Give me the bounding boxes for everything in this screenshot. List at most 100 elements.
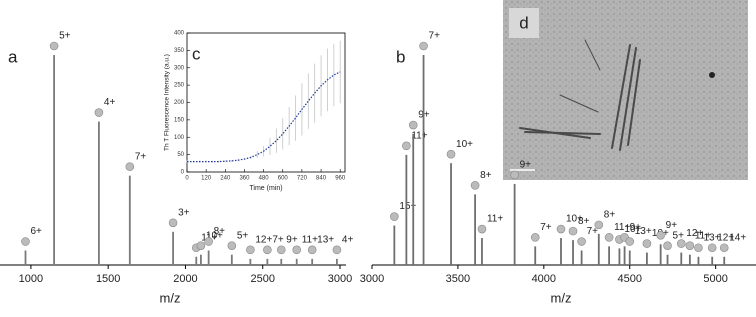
cluster-icon — [656, 230, 665, 240]
cluster-icon — [604, 233, 614, 242]
peak-label: 4+ — [342, 234, 354, 245]
cluster-icon — [568, 226, 578, 236]
cluster-icon — [332, 245, 342, 255]
peak-label: 5+ — [59, 31, 71, 42]
peak — [311, 258, 314, 265]
peak — [230, 254, 233, 265]
y-tick-label: 250 — [174, 83, 185, 89]
peak-label: 12+ — [255, 234, 272, 245]
cluster-icon — [196, 241, 206, 250]
peak — [450, 163, 452, 265]
peak-label: 8+ — [480, 170, 492, 181]
y-tick-label: 150 — [174, 117, 185, 123]
peak-label: 11+ — [302, 234, 318, 245]
x-tick-label: 3000 — [360, 273, 384, 285]
x-tick-label: 1000 — [19, 273, 43, 285]
peak — [608, 246, 611, 265]
peak — [618, 248, 621, 265]
cluster-icon — [21, 237, 30, 246]
peak-label: 7+ — [135, 151, 147, 162]
x-tick-label: 480 — [259, 176, 270, 182]
peak — [572, 240, 574, 265]
x-tick-label: 240 — [220, 176, 231, 182]
peak — [393, 225, 396, 265]
x-axis-label: m/z — [160, 290, 181, 305]
peak-label: 4+ — [104, 97, 116, 108]
cluster-icon — [556, 224, 566, 234]
peak — [474, 194, 476, 265]
cluster-icon — [307, 245, 317, 255]
peak — [513, 183, 516, 265]
peak-label: 7+ — [429, 31, 441, 42]
particle — [709, 72, 715, 78]
peak-label: 11+ — [487, 214, 503, 225]
peak-label: 8+ — [578, 216, 590, 227]
peak-label: 12+ — [686, 228, 703, 239]
cluster-icon — [292, 245, 302, 255]
peak — [534, 246, 537, 265]
cluster-icon — [263, 245, 272, 255]
y-tick-label: 350 — [174, 48, 185, 54]
peak-label: 9+ — [666, 220, 678, 231]
panel-label: d — [519, 13, 528, 32]
x-axis-label: Time (min) — [249, 185, 282, 192]
peak — [200, 254, 202, 265]
cluster-icon — [125, 162, 135, 171]
peak-label: 13+ — [317, 234, 334, 245]
peak-label: 7+ — [540, 222, 552, 233]
peak-label: 9+ — [630, 222, 642, 233]
y-tick-label: 400 — [174, 31, 185, 37]
cluster-icon — [510, 170, 519, 180]
cluster-icon — [719, 243, 729, 253]
peak-label: 11+ — [614, 222, 630, 233]
peak — [266, 258, 269, 265]
peak-label: 3+ — [178, 207, 190, 218]
peak — [128, 175, 131, 265]
cluster-icon — [446, 149, 456, 159]
peak — [172, 231, 174, 265]
x-tick-label: 2500 — [250, 273, 274, 285]
cluster-icon — [642, 239, 652, 248]
peak-label: 13+ — [635, 226, 652, 237]
peak-label: 15+ — [399, 201, 416, 212]
cluster-icon — [676, 239, 686, 248]
y-tick-label: 50 — [177, 152, 184, 158]
peak — [666, 254, 669, 265]
panel-label: b — [396, 47, 405, 66]
cluster-icon — [530, 233, 540, 242]
peak — [481, 238, 483, 265]
peak — [580, 250, 583, 265]
peak — [53, 55, 55, 265]
y-tick-label: 100 — [174, 135, 185, 141]
peak-label: 12+ — [717, 232, 734, 243]
x-tick-label: 3500 — [446, 273, 470, 285]
micrograph-texture — [503, 0, 748, 180]
peak-label: 8+ — [214, 226, 226, 237]
cluster-icon — [390, 212, 399, 221]
peak — [711, 256, 714, 265]
y-tick-label: 200 — [174, 100, 185, 106]
y-tick-label: 0 — [181, 170, 185, 176]
cluster-icon — [49, 41, 59, 51]
cluster-icon — [408, 120, 418, 130]
cluster-icon — [477, 224, 487, 234]
panel-label: c — [192, 44, 201, 63]
peak — [422, 55, 425, 265]
cluster-icon — [94, 108, 104, 117]
panel-label-box — [509, 8, 539, 38]
peak — [412, 134, 415, 265]
peak — [405, 154, 408, 265]
peak — [623, 246, 626, 265]
cluster-icon — [470, 181, 480, 190]
cluster-icon — [594, 220, 604, 230]
peak — [98, 121, 100, 265]
peak — [697, 256, 700, 265]
peak-label: 10+ — [624, 224, 641, 235]
series-line — [187, 71, 341, 163]
peak — [207, 250, 210, 265]
cluster-icon — [625, 237, 635, 246]
x-axis-label: m/z — [551, 290, 572, 305]
x-tick-label: 2000 — [173, 273, 197, 285]
x-tick-label: 600 — [278, 176, 289, 182]
